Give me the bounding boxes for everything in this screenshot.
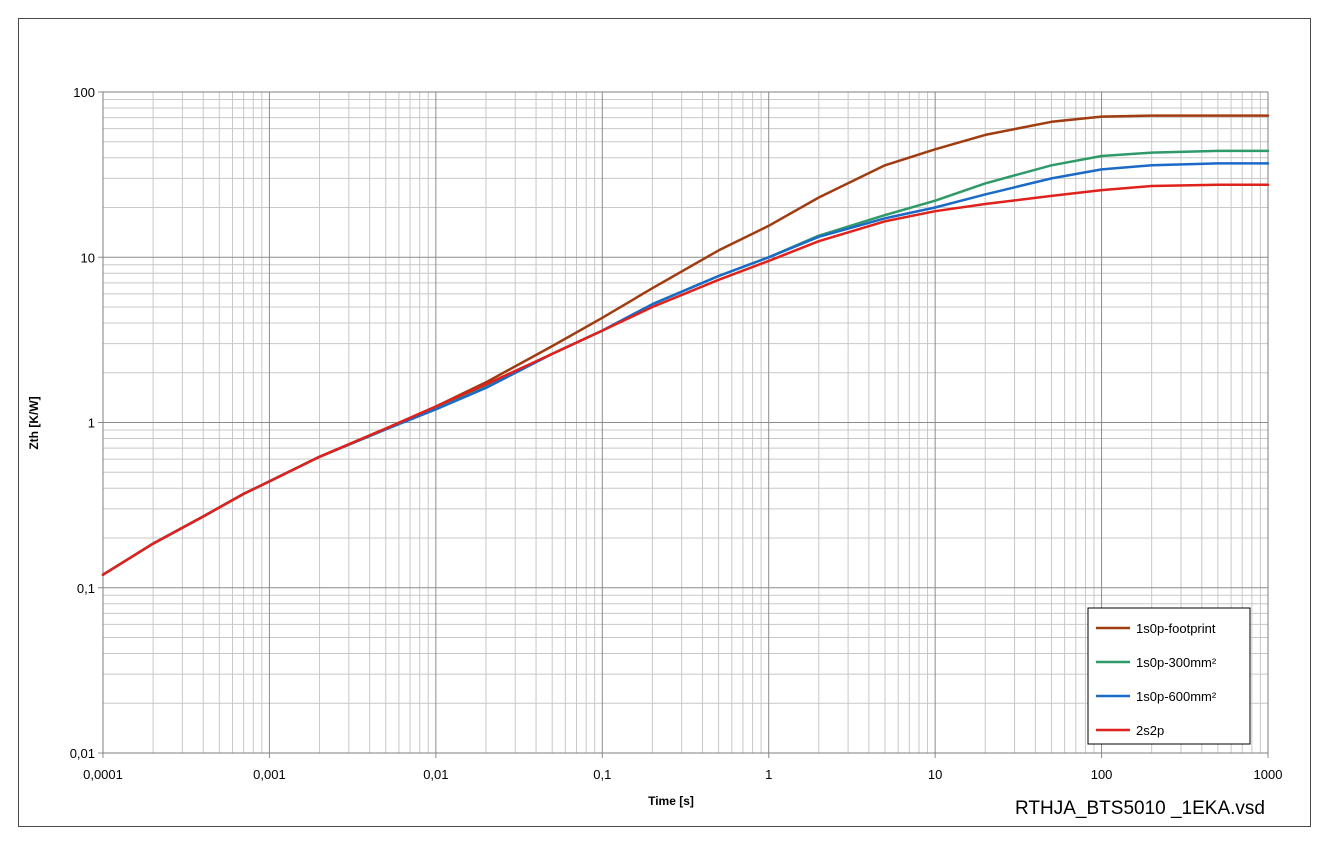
- y-tick-label: 0,01: [70, 746, 95, 761]
- file-name-label: RTHJA_BTS5010 _1EKA.vsd: [1015, 798, 1265, 819]
- x-tick-label: 10: [928, 767, 942, 782]
- y-tick-label: 1: [88, 416, 95, 431]
- y-tick-labels: 0,01 0,1 1 10 100: [70, 85, 95, 761]
- x-tick-label: 1: [765, 767, 772, 782]
- x-tick-label: 1000: [1254, 767, 1283, 782]
- series-layer: [101, 114, 1270, 576]
- series-line-1s0p-600mm²: [101, 162, 1270, 576]
- y-tick-label: 100: [73, 85, 95, 100]
- y-tick-label: 0,1: [77, 581, 95, 596]
- x-tick-label: 0,01: [423, 767, 448, 782]
- legend-label: 2s2p: [1136, 723, 1164, 738]
- x-axis-title: Time [s]: [648, 794, 694, 808]
- legend-label: 1s0p-600mm²: [1136, 689, 1217, 704]
- series-line-1s0p-300mm²: [101, 149, 1270, 576]
- x-tick-label: 0,0001: [83, 767, 123, 782]
- y-tick-label: 10: [81, 250, 95, 265]
- legend-label: 1s0p-300mm²: [1136, 655, 1217, 670]
- x-tick-label: 100: [1091, 767, 1113, 782]
- x-tick-label: 0,001: [253, 767, 286, 782]
- y-axis-title: Zth [K/W]: [27, 396, 41, 449]
- series-line-1s0p-footprint: [101, 114, 1270, 576]
- series-line-2s2p: [101, 183, 1270, 576]
- x-tick-labels: 0,0001 0,001 0,01 0,1 1 10 100 1000: [83, 767, 1282, 782]
- legend-box: [1087, 607, 1251, 745]
- plot-area-border: [102, 91, 1269, 754]
- legend-label: 1s0p-footprint: [1136, 621, 1216, 636]
- legend: 1s0p-footprint 1s0p-300mm² 1s0p-600mm² 2s2p: [1087, 607, 1251, 745]
- x-tick-label: 0,1: [593, 767, 611, 782]
